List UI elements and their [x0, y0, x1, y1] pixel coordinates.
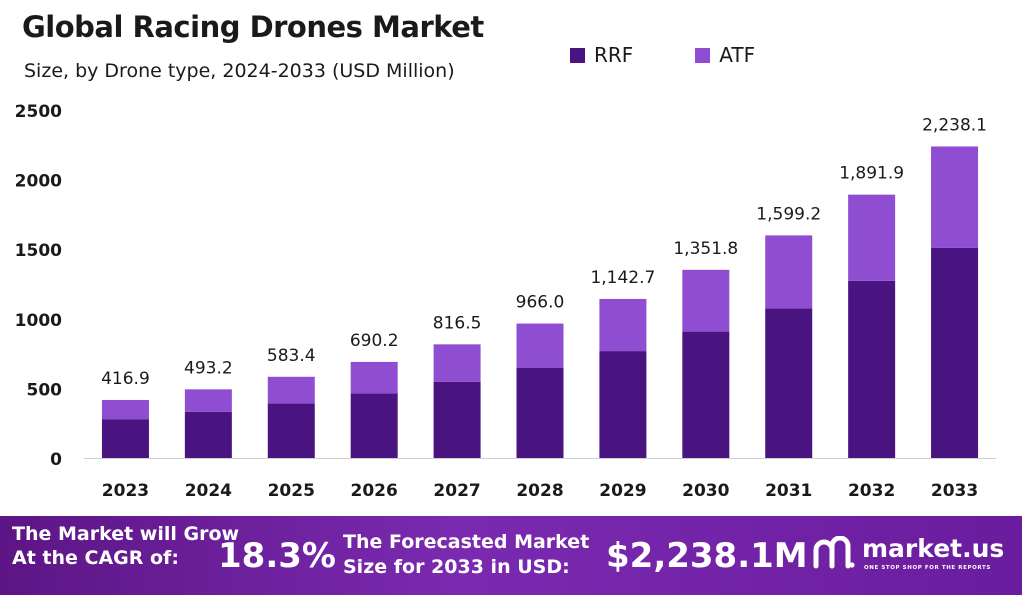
legend-item-rrf: RRF	[570, 43, 633, 67]
data-label-2028: 966.0	[516, 293, 565, 313]
y-tick-label: 2500	[15, 102, 62, 122]
bar-atf-2029	[599, 298, 647, 352]
data-label-2023: 416.9	[101, 369, 150, 389]
legend-item-atf: ATF	[695, 43, 755, 67]
y-tick-label: 1500	[15, 241, 62, 261]
data-label-2032: 1,891.9	[839, 164, 904, 184]
cagr-value: 18.3%	[218, 536, 336, 576]
bar-rrf-2033	[931, 247, 979, 458]
bar-rrf-2024	[184, 411, 232, 458]
data-label-2030: 1,351.8	[673, 239, 738, 259]
forecast-value: $2,238.1M	[606, 536, 808, 576]
footer-banner: The Market will Grow At the CAGR of: 18.…	[0, 516, 1022, 595]
bar-chart: 0 500 1000 1500 2000 2500 416.9 2023 493.2 2024 58…	[15, 102, 996, 501]
x-tick-label-2023: 2023	[102, 481, 149, 501]
bar-atf-2032	[848, 194, 896, 281]
bar-atf-2031	[765, 235, 813, 309]
x-tick-label-2031: 2031	[765, 481, 812, 501]
brand-tagline: ONE STOP SHOP FOR THE REPORTS	[864, 565, 991, 571]
data-label-2031: 1,599.2	[756, 204, 821, 224]
brand-logo: market.us ONE STOP SHOP FOR THE REPORTS	[812, 534, 1012, 582]
y-tick-label: 0	[50, 450, 62, 470]
data-label-2029: 1,142.7	[590, 268, 655, 288]
bar-atf-2024	[184, 389, 232, 412]
bar-rrf-2030	[682, 331, 730, 458]
bar-rrf-2026	[350, 393, 398, 458]
x-tick-label-2028: 2028	[516, 481, 563, 501]
bar-atf-2030	[682, 269, 730, 332]
cagr-label: The Market will Grow At the CAGR of:	[12, 523, 240, 569]
data-label-2024: 493.2	[184, 358, 233, 378]
bar-rrf-2023	[101, 419, 149, 458]
x-tick-label-2029: 2029	[599, 481, 646, 501]
bar-rrf-2025	[267, 403, 315, 458]
bar-rrf-2031	[765, 308, 813, 458]
bar-rrf-2029	[599, 351, 647, 458]
chart-title: Global Racing Drones Market	[22, 10, 484, 44]
data-label-2025: 583.4	[267, 346, 316, 366]
x-tick-label-2024: 2024	[185, 481, 232, 501]
bar-rrf-2032	[848, 280, 896, 458]
data-label-2027: 816.5	[433, 313, 482, 333]
bar-atf-2023	[101, 399, 149, 420]
x-tick-label-2025: 2025	[268, 481, 315, 501]
legend-label-rrf: RRF	[594, 43, 634, 67]
brand-name: market.us	[862, 534, 1005, 563]
y-tick-label: 500	[27, 380, 63, 400]
x-tick-label-2033: 2033	[931, 481, 978, 501]
y-tick-label: 1000	[15, 311, 62, 331]
legend: RRF ATF	[570, 43, 755, 67]
bar-atf-2028	[516, 323, 564, 368]
forecast-label: The Forecasted Market Size for 2033 in U…	[343, 531, 590, 578]
bar-rrf-2028	[516, 367, 564, 458]
bar-atf-2025	[267, 376, 315, 404]
x-tick-label-2032: 2032	[848, 481, 895, 501]
legend-label-atf: ATF	[719, 43, 756, 67]
brand-logo-icon	[813, 536, 855, 569]
legend-swatch-rrf	[570, 47, 585, 63]
x-tick-label-2026: 2026	[351, 481, 398, 501]
y-tick-label: 2000	[15, 172, 62, 192]
data-label-2026: 690.2	[350, 331, 399, 351]
x-tick-label-2030: 2030	[682, 481, 729, 501]
data-label-2033: 2,238.1	[922, 115, 987, 135]
bar-rrf-2027	[433, 381, 481, 458]
bar-atf-2026	[350, 361, 398, 394]
x-tick-label-2027: 2027	[433, 481, 480, 501]
bar-atf-2027	[433, 344, 481, 382]
legend-swatch-atf	[695, 47, 711, 63]
chart-subtitle: Size, by Drone type, 2024-2033 (USD Mill…	[24, 60, 455, 82]
bar-atf-2033	[931, 146, 979, 248]
